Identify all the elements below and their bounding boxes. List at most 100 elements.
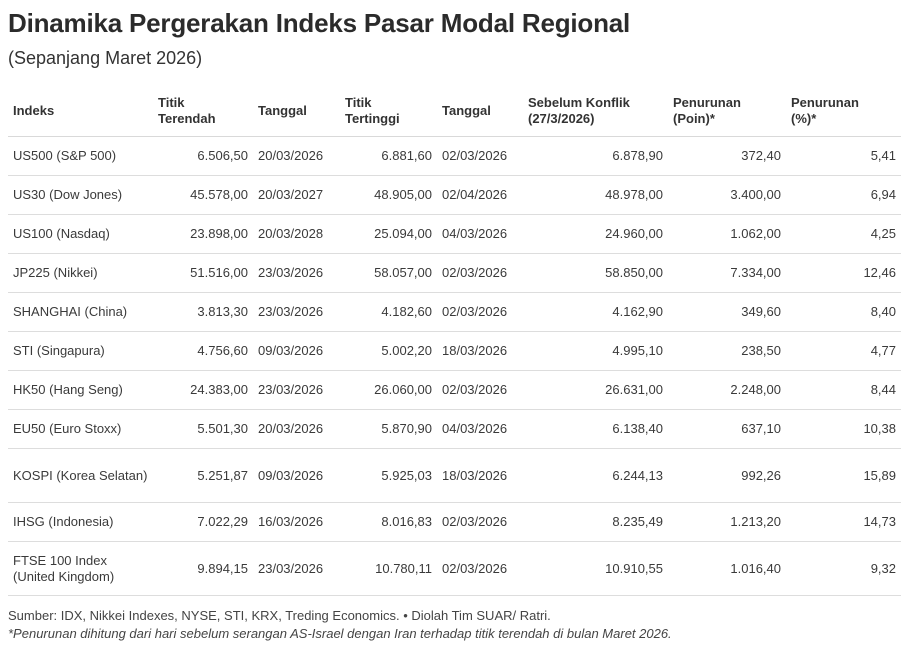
cell-low-date: 09/03/2026	[253, 331, 340, 371]
cell-low: 51.516,00	[153, 253, 253, 293]
cell-before-conflict: 10.910,55	[523, 541, 668, 596]
cell-high: 26.060,00	[340, 370, 437, 410]
footnote: *Penurunan dihitung dari hari sebelum se…	[8, 626, 672, 641]
table-row: JP225 (Nikkei) 51.516,00 23/03/2026 58.0…	[8, 253, 901, 293]
cell-low: 23.898,00	[153, 214, 253, 254]
cell-drop-pct: 14,73	[786, 502, 901, 542]
col-header-indeks: Indeks	[8, 86, 153, 137]
cell-index: KOSPI (Korea Selatan)	[8, 448, 153, 503]
cell-high-date: 18/03/2026	[437, 331, 523, 371]
table-row: US30 (Dow Jones) 45.578,00 20/03/2027 48…	[8, 175, 901, 215]
cell-index: FTSE 100 Index (United Kingdom)	[8, 541, 153, 596]
cell-index: JP225 (Nikkei)	[8, 253, 153, 293]
table-row: EU50 (Euro Stoxx) 5.501,30 20/03/2026 5.…	[8, 409, 901, 449]
cell-index: HK50 (Hang Seng)	[8, 370, 153, 410]
cell-before-conflict: 48.978,00	[523, 175, 668, 215]
cell-high: 8.016,83	[340, 502, 437, 542]
cell-drop-pct: 10,38	[786, 409, 901, 449]
cell-high-date: 02/03/2026	[437, 136, 523, 176]
cell-low-date: 23/03/2026	[253, 292, 340, 332]
cell-low-date: 20/03/2026	[253, 409, 340, 449]
cell-before-conflict: 8.235,49	[523, 502, 668, 542]
cell-low: 3.813,30	[153, 292, 253, 332]
cell-high-date: 04/03/2026	[437, 214, 523, 254]
cell-high: 5.925,03	[340, 448, 437, 503]
cell-low: 6.506,50	[153, 136, 253, 176]
cell-drop-pct: 8,40	[786, 292, 901, 332]
cell-low: 5.501,30	[153, 409, 253, 449]
cell-low-date: 23/03/2026	[253, 370, 340, 410]
cell-drop-pct: 4,25	[786, 214, 901, 254]
index-table: Indeks Titik Terendah Tanggal Titik Tertin…	[8, 86, 901, 596]
cell-drop-points: 2.248,00	[668, 370, 786, 410]
col-header-sebelum-konflik: Sebelum Konflik (27/3/2026)	[523, 86, 668, 137]
cell-before-conflict: 4.162,90	[523, 292, 668, 332]
cell-index: SHANGHAI (China)	[8, 292, 153, 332]
cell-drop-pct: 5,41	[786, 136, 901, 176]
cell-drop-points: 637,10	[668, 409, 786, 449]
cell-low-date: 16/03/2026	[253, 502, 340, 542]
cell-drop-pct: 8,44	[786, 370, 901, 410]
table-row: IHSG (Indonesia) 7.022,29 16/03/2026 8.0…	[8, 502, 901, 542]
cell-before-conflict: 6.138,40	[523, 409, 668, 449]
cell-high: 58.057,00	[340, 253, 437, 293]
cell-drop-points: 1.213,20	[668, 502, 786, 542]
cell-low: 9.894,15	[153, 541, 253, 596]
cell-low: 24.383,00	[153, 370, 253, 410]
cell-high-date: 02/03/2026	[437, 370, 523, 410]
cell-low-date: 20/03/2028	[253, 214, 340, 254]
cell-index: US100 (Nasdaq)	[8, 214, 153, 254]
cell-high: 25.094,00	[340, 214, 437, 254]
cell-high-date: 02/03/2026	[437, 502, 523, 542]
cell-low-date: 23/03/2026	[253, 253, 340, 293]
table-row: HK50 (Hang Seng) 24.383,00 23/03/2026 26…	[8, 370, 901, 410]
table-row: US500 (S&P 500) 6.506,50 20/03/2026 6.88…	[8, 136, 901, 176]
cell-index: IHSG (Indonesia)	[8, 502, 153, 542]
cell-drop-pct: 6,94	[786, 175, 901, 215]
cell-before-conflict: 4.995,10	[523, 331, 668, 371]
col-header-titik-tertinggi: Titik Tertinggi	[340, 86, 437, 137]
col-header-titik-terendah: Titik Terendah	[153, 86, 253, 137]
cell-drop-points: 7.334,00	[668, 253, 786, 293]
cell-high-date: 02/03/2026	[437, 253, 523, 293]
cell-low-date: 09/03/2026	[253, 448, 340, 503]
cell-drop-pct: 12,46	[786, 253, 901, 293]
cell-high: 5.870,90	[340, 409, 437, 449]
cell-before-conflict: 24.960,00	[523, 214, 668, 254]
cell-index: EU50 (Euro Stoxx)	[8, 409, 153, 449]
col-header-penurunan-poin: Penurunan (Poin)*	[668, 86, 786, 137]
table-row: STI (Singapura) 4.756,60 09/03/2026 5.00…	[8, 331, 901, 371]
cell-high-date: 18/03/2026	[437, 448, 523, 503]
col-header-tanggal-terendah: Tanggal	[253, 86, 340, 137]
table-row: FTSE 100 Index (United Kingdom) 9.894,15…	[8, 541, 901, 596]
cell-drop-points: 1.062,00	[668, 214, 786, 254]
cell-before-conflict: 6.244,13	[523, 448, 668, 503]
page-title: Dinamika Pergerakan Indeks Pasar Modal R…	[8, 8, 631, 38]
source-note: Sumber: IDX, Nikkei Indexes, NYSE, STI, …	[8, 608, 551, 623]
table-row: US100 (Nasdaq) 23.898,00 20/03/2028 25.0…	[8, 214, 901, 254]
cell-low: 45.578,00	[153, 175, 253, 215]
table-row: KOSPI (Korea Selatan) 5.251,87 09/03/202…	[8, 448, 901, 503]
cell-high: 5.002,20	[340, 331, 437, 371]
cell-low: 7.022,29	[153, 502, 253, 542]
cell-before-conflict: 58.850,00	[523, 253, 668, 293]
col-header-penurunan-persen: Penurunan (%)*	[786, 86, 901, 137]
table-header-row: Indeks Titik Terendah Tanggal Titik Tertin…	[8, 86, 901, 137]
cell-low: 4.756,60	[153, 331, 253, 371]
cell-high-date: 04/03/2026	[437, 409, 523, 449]
cell-index: US30 (Dow Jones)	[8, 175, 153, 215]
col-header-tanggal-tertinggi: Tanggal	[437, 86, 523, 137]
cell-drop-points: 238,50	[668, 331, 786, 371]
cell-low-date: 20/03/2026	[253, 136, 340, 176]
cell-drop-pct: 9,32	[786, 541, 901, 596]
cell-high: 4.182,60	[340, 292, 437, 332]
page-subtitle: (Sepanjang Maret 2026)	[8, 48, 203, 68]
cell-high: 48.905,00	[340, 175, 437, 215]
cell-index: STI (Singapura)	[8, 331, 153, 371]
cell-drop-pct: 4,77	[786, 331, 901, 371]
cell-drop-points: 349,60	[668, 292, 786, 332]
cell-high: 10.780,11	[340, 541, 437, 596]
cell-high: 6.881,60	[340, 136, 437, 176]
cell-drop-points: 992,26	[668, 448, 786, 503]
cell-index: US500 (S&P 500)	[8, 136, 153, 176]
